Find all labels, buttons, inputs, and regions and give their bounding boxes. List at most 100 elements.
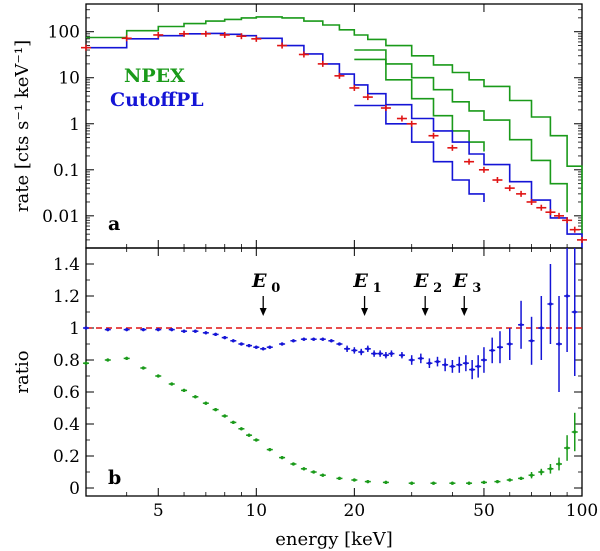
data-point xyxy=(221,336,228,340)
data-point xyxy=(518,300,525,349)
data-point-marker xyxy=(470,368,474,372)
data-point xyxy=(279,456,286,460)
data-point xyxy=(396,115,407,122)
data-point-marker xyxy=(84,326,88,330)
data-point-marker xyxy=(450,364,454,368)
data-point xyxy=(371,350,378,357)
data-point xyxy=(380,105,391,112)
data-point-marker xyxy=(548,302,553,306)
data-point-marker xyxy=(464,361,468,365)
data-point-marker xyxy=(214,408,218,412)
data-point xyxy=(466,481,473,485)
data-point-marker xyxy=(557,342,561,346)
data-point-marker xyxy=(467,481,471,485)
data-point xyxy=(577,236,587,243)
data-point-marker xyxy=(170,382,174,386)
data-point xyxy=(317,60,328,67)
annotation-arrow-head xyxy=(421,308,429,316)
data-point-marker xyxy=(321,337,325,341)
data-point xyxy=(251,35,262,42)
data-point xyxy=(408,481,415,485)
data-point xyxy=(140,366,147,370)
panel-b-ytick-label: 1.4 xyxy=(53,255,80,275)
data-point xyxy=(428,132,439,139)
data-point-marker xyxy=(457,363,461,367)
data-point-marker xyxy=(337,342,342,346)
data-point-marker xyxy=(443,363,447,367)
data-point-marker xyxy=(410,358,414,362)
data-point xyxy=(200,30,211,37)
data-point xyxy=(480,347,487,373)
data-point xyxy=(364,345,371,352)
series-line xyxy=(86,16,583,235)
data-point xyxy=(506,328,513,360)
data-point xyxy=(202,401,209,405)
panel-b-xtick-label: 100 xyxy=(566,501,598,521)
data-point-marker xyxy=(573,430,577,434)
data-point xyxy=(279,342,286,346)
annotation-arrow-head xyxy=(259,308,267,316)
panel-b-xtick-label: 5 xyxy=(153,501,164,521)
data-point xyxy=(168,382,175,386)
panel-b-xtick-label: 10 xyxy=(245,501,267,521)
data-point xyxy=(351,478,358,482)
data-point xyxy=(230,420,237,424)
data-point-marker xyxy=(400,353,404,357)
data-point-marker xyxy=(182,388,186,392)
data-point xyxy=(83,361,89,365)
data-point-marker xyxy=(519,476,523,480)
data-point-marker xyxy=(239,427,243,431)
annotation-subscript: 2 xyxy=(433,281,442,296)
data-point-marker xyxy=(384,353,388,357)
data-point xyxy=(83,326,89,330)
data-point xyxy=(336,342,343,346)
panel-b-ytick-label: 1.2 xyxy=(53,287,80,307)
data-point xyxy=(181,388,188,392)
annotation-subscript: 1 xyxy=(373,281,382,296)
data-point xyxy=(155,374,162,378)
data-point xyxy=(489,337,496,364)
data-point xyxy=(475,355,482,378)
data-point xyxy=(121,35,132,42)
data-point-marker xyxy=(352,348,356,352)
data-point-marker xyxy=(291,339,296,343)
data-point xyxy=(449,481,456,485)
data-point-marker xyxy=(231,420,235,424)
data-point-marker xyxy=(539,470,543,474)
data-point xyxy=(300,467,307,471)
panel-a-ytick-label: 0.01 xyxy=(42,207,80,227)
data-point xyxy=(238,342,245,346)
data-point xyxy=(168,328,175,332)
series-line xyxy=(354,49,568,213)
data-point-marker xyxy=(359,350,363,354)
data-point xyxy=(417,353,424,364)
panel-b-ytick-label: 0.8 xyxy=(53,351,80,371)
legend-npex: NPEX xyxy=(124,65,185,87)
panel-b-xtick-label: 50 xyxy=(473,501,495,521)
data-point xyxy=(238,427,245,431)
data-point xyxy=(277,42,288,49)
data-point-marker xyxy=(156,328,160,332)
data-point xyxy=(449,360,456,373)
data-point-marker xyxy=(410,481,414,485)
data-point-marker xyxy=(482,480,486,484)
data-point-marker xyxy=(280,456,284,460)
data-point xyxy=(336,476,343,480)
data-point-marker xyxy=(125,328,129,332)
data-point xyxy=(202,331,209,335)
data-point-marker xyxy=(106,358,110,362)
data-point-marker xyxy=(529,473,534,477)
annotation-arrow-head xyxy=(460,308,468,316)
panel-b-frame xyxy=(85,247,583,497)
data-point-marker xyxy=(312,337,316,341)
annotation-subscript: 3 xyxy=(472,281,481,296)
data-point-marker xyxy=(141,366,145,370)
data-point-marker xyxy=(302,337,306,341)
panel-b-ylabel: ratio xyxy=(12,350,33,393)
data-point-marker xyxy=(482,358,486,362)
data-point xyxy=(351,347,358,354)
data-point-marker xyxy=(193,395,197,399)
data-point-marker xyxy=(565,294,569,298)
